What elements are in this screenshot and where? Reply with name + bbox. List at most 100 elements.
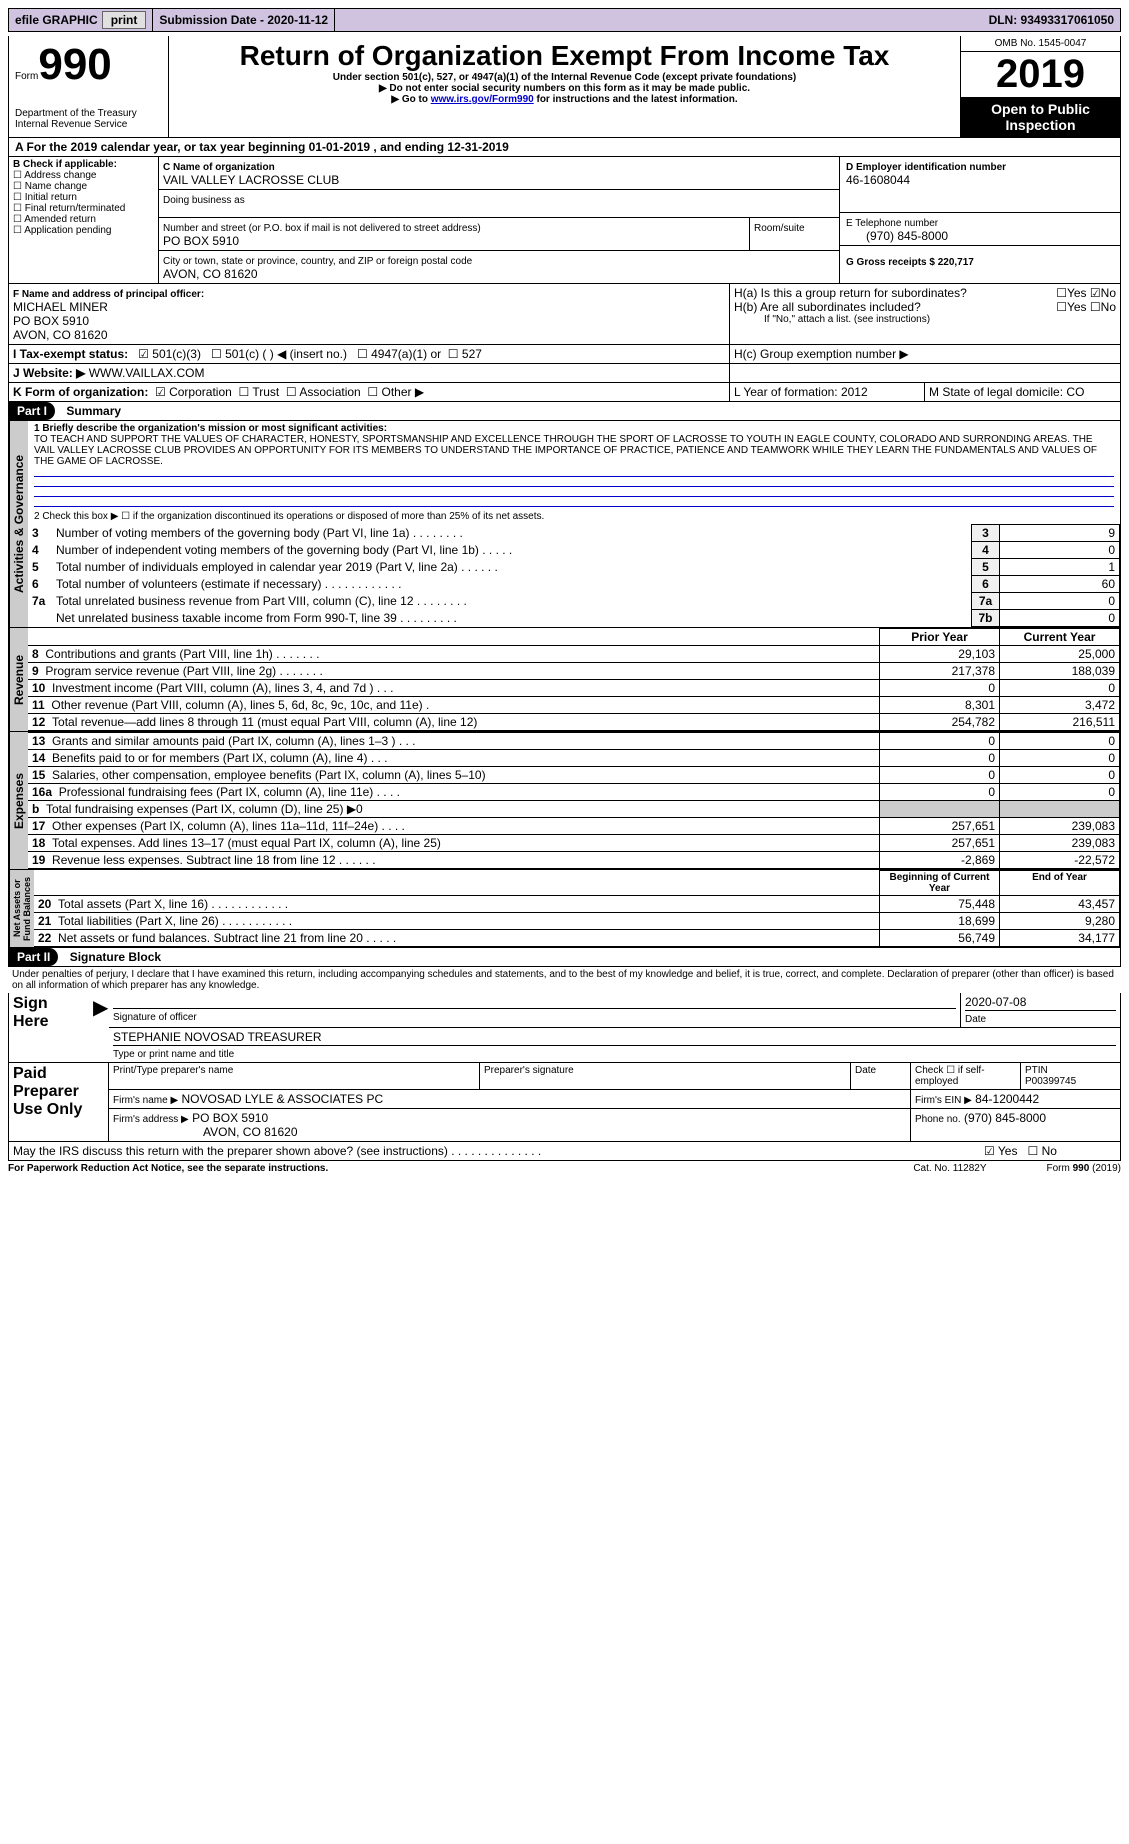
- firm-city: AVON, CO 81620: [113, 1125, 298, 1139]
- date-label: Date: [965, 1014, 986, 1025]
- top-bar: efile GRAPHIC print Submission Date - 20…: [8, 8, 1121, 32]
- sign-here-row: Sign Here ▶ Signature of officer 2020-07…: [8, 993, 1121, 1063]
- sig-label: Signature of officer: [113, 1012, 197, 1023]
- irs-link[interactable]: www.irs.gov/Form990: [431, 94, 534, 105]
- k-trust[interactable]: ☐ Trust: [238, 385, 279, 399]
- ptin-value: P00399745: [1025, 1076, 1076, 1087]
- vtab-expenses: Expenses: [9, 732, 28, 869]
- netassets-table: Beginning of Current YearEnd of Year 20 …: [34, 870, 1120, 947]
- form-title: Return of Organization Exempt From Incom…: [175, 40, 954, 72]
- k-corp[interactable]: ☑ Corporation: [155, 385, 232, 399]
- part1-hdr: Part I: [9, 402, 55, 420]
- b-option[interactable]: ☐ Amended return: [13, 214, 154, 225]
- firm-phone-label: Phone no.: [915, 1114, 961, 1125]
- form-word: Form: [15, 71, 38, 82]
- part1-body: Activities & Governance 1 Briefly descri…: [8, 421, 1121, 628]
- netassets-section: Net Assets orFund Balances Beginning of …: [8, 870, 1121, 948]
- b-option[interactable]: ☐ Name change: [13, 181, 154, 192]
- tax-year: 2019: [961, 52, 1120, 97]
- firm-ein: 84-1200442: [975, 1092, 1039, 1106]
- c-name-label: C Name of organization: [163, 162, 275, 173]
- g-label: G Gross receipts $ 220,717: [846, 257, 974, 268]
- i-501c3[interactable]: ☑ 501(c)(3): [138, 347, 201, 361]
- k-label: K Form of organization:: [13, 385, 148, 399]
- subtitle-2: ▶ Do not enter social security numbers o…: [175, 83, 954, 94]
- pra-notice: For Paperwork Reduction Act Notice, see …: [8, 1163, 328, 1174]
- i-527[interactable]: ☐ 527: [448, 347, 482, 361]
- sign-here-label: Sign Here: [9, 993, 89, 1062]
- k-assoc[interactable]: ☐ Association: [286, 385, 361, 399]
- phone: (970) 845-8000: [846, 229, 948, 243]
- expenses-table: 13 Grants and similar amounts paid (Part…: [28, 732, 1120, 869]
- hb-no[interactable]: ☐No: [1090, 300, 1116, 314]
- activities-table: 3Number of voting members of the governi…: [28, 524, 1120, 627]
- officer-addr2: AVON, CO 81620: [13, 328, 108, 342]
- prep-name-label: Print/Type preparer's name: [109, 1063, 479, 1089]
- revenue-table: Prior YearCurrent Year 8 Contributions a…: [28, 628, 1120, 731]
- eoy-hdr: End of Year: [1000, 871, 1120, 896]
- hc-label: H(c) Group exemption number ▶: [730, 345, 1120, 363]
- omb: OMB No. 1545-0047: [961, 36, 1120, 52]
- dba-label: Doing business as: [163, 195, 245, 206]
- row-klm: K Form of organization: ☑ Corporation ☐ …: [8, 383, 1121, 402]
- declaration: Under penalties of perjury, I declare th…: [8, 967, 1121, 993]
- inspection-box: Open to Public Inspection: [961, 97, 1120, 137]
- row-i: I Tax-exempt status: ☑ 501(c)(3) ☐ 501(c…: [8, 345, 1121, 364]
- form-footer: Form 990 (2019): [1047, 1163, 1121, 1174]
- addr-label: Number and street (or P.O. box if mail i…: [163, 223, 481, 234]
- i-501c[interactable]: ☐ 501(c) ( ) ◀ (insert no.): [211, 347, 347, 361]
- officer-sig-name: STEPHANIE NOVOSAD TREASURER: [113, 1030, 322, 1044]
- discuss-yes[interactable]: ☑ Yes: [984, 1144, 1017, 1158]
- paid-preparer-row: Paid Preparer Use Only Print/Type prepar…: [8, 1063, 1121, 1142]
- org-addr: PO BOX 5910: [163, 234, 239, 248]
- row-a: A For the 2019 calendar year, or tax yea…: [8, 138, 1121, 157]
- ha-label: H(a) Is this a group return for subordin…: [734, 286, 1056, 300]
- efile-label: efile GRAPHIC print: [9, 9, 153, 31]
- ein: 46-1608044: [846, 173, 910, 187]
- boy-hdr: Beginning of Current Year: [880, 871, 1000, 896]
- city-label: City or town, state or province, country…: [163, 256, 472, 267]
- cat-no: Cat. No. 11282Y: [913, 1163, 986, 1174]
- h-note: If "No," attach a list. (see instruction…: [734, 314, 1116, 325]
- subtitle-1: Under section 501(c), 527, or 4947(a)(1)…: [175, 72, 954, 83]
- print-button[interactable]: print: [102, 11, 147, 29]
- part1-title: Summary: [58, 404, 121, 418]
- d-label: D Employer identification number: [846, 162, 1006, 173]
- officer-name: MICHAEL MINER: [13, 300, 108, 314]
- form-header: Form990 Department of the Treasury Inter…: [8, 36, 1121, 138]
- revenue-section: Revenue Prior YearCurrent Year 8 Contrib…: [8, 628, 1121, 732]
- b-option[interactable]: ☐ Application pending: [13, 225, 154, 236]
- discuss-no[interactable]: ☐ No: [1027, 1144, 1056, 1158]
- org-name: VAIL VALLEY LACROSSE CLUB: [163, 173, 339, 187]
- b-option[interactable]: ☐ Address change: [13, 170, 154, 181]
- b-label: B Check if applicable:: [13, 159, 154, 170]
- paid-preparer-label: Paid Preparer Use Only: [9, 1063, 109, 1141]
- ha-no[interactable]: ☑No: [1090, 286, 1116, 300]
- part2-title: Signature Block: [62, 950, 161, 964]
- i-4947[interactable]: ☐ 4947(a)(1) or: [357, 347, 441, 361]
- i-label: I Tax-exempt status:: [13, 347, 128, 361]
- section-fh: F Name and address of principal officer:…: [8, 284, 1121, 345]
- ha-yes[interactable]: ☐Yes: [1056, 286, 1086, 300]
- room-label: Room/suite: [754, 223, 805, 234]
- firm-phone: (970) 845-8000: [964, 1111, 1046, 1125]
- m-label: M State of legal domicile: CO: [925, 383, 1120, 401]
- mission-text: TO TEACH AND SUPPORT THE VALUES OF CHARA…: [34, 434, 1114, 467]
- b-option[interactable]: ☐ Final return/terminated: [13, 203, 154, 214]
- self-emp-label: Check ☐ if self-employed: [910, 1063, 1020, 1089]
- vtab-activities: Activities & Governance: [9, 421, 28, 627]
- hb-yes[interactable]: ☐Yes: [1056, 300, 1086, 314]
- form-number: 990: [38, 40, 111, 89]
- l-label: L Year of formation: 2012: [730, 383, 925, 401]
- vtab-revenue: Revenue: [9, 628, 28, 731]
- firm-name: NOVOSAD LYLE & ASSOCIATES PC: [182, 1092, 384, 1106]
- line-2: 2 Check this box ▶ ☐ if the organization…: [28, 509, 1120, 524]
- row-j: J Website: ▶ WWW.VAILLAX.COM: [8, 364, 1121, 383]
- e-label: E Telephone number: [846, 218, 938, 229]
- k-other[interactable]: ☐ Other ▶: [367, 385, 424, 399]
- b-option[interactable]: ☐ Initial return: [13, 192, 154, 203]
- org-city: AVON, CO 81620: [163, 267, 258, 281]
- firm-addr-label: Firm's address ▶: [113, 1114, 189, 1125]
- vtab-netassets: Net Assets orFund Balances: [9, 870, 34, 947]
- discuss-row: May the IRS discuss this return with the…: [8, 1142, 1121, 1161]
